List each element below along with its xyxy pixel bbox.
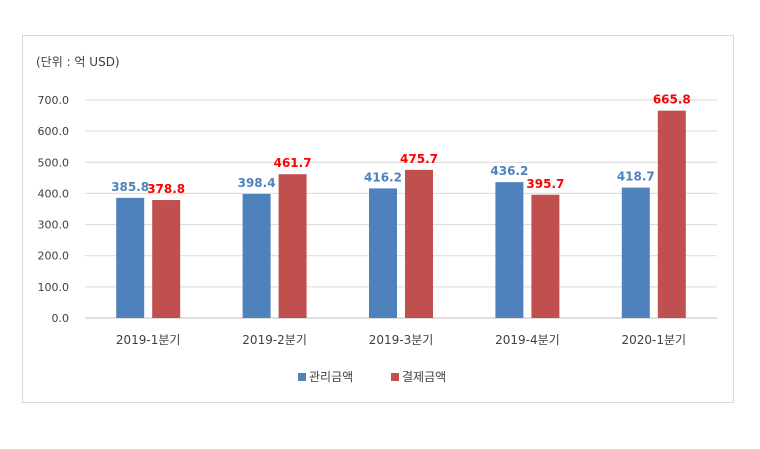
data-label: 378.8 bbox=[147, 182, 185, 196]
y-tick-label: 400.0 bbox=[38, 187, 70, 200]
bar-managed bbox=[369, 188, 397, 318]
bar-managed bbox=[116, 197, 145, 318]
bars bbox=[116, 110, 686, 319]
y-tick-label: 500.0 bbox=[38, 156, 70, 169]
bar-settled bbox=[657, 110, 686, 319]
legend: 관리금액 결제금액 bbox=[298, 370, 446, 384]
category-label: 2019-3분기 bbox=[369, 333, 434, 347]
chart-frame: (단위 : 억 USD) 0.0 100.0 200.0 300.0 400.0 500.… bbox=[22, 35, 734, 403]
bar-managed bbox=[621, 187, 650, 318]
y-tick-label: 200.0 bbox=[38, 250, 70, 263]
y-tick-label: 100.0 bbox=[38, 281, 70, 294]
legend-label: 관리금액 bbox=[309, 370, 353, 384]
data-label: 418.7 bbox=[617, 170, 655, 184]
data-label: 416.2 bbox=[364, 170, 402, 184]
data-label: 385.8 bbox=[111, 180, 149, 194]
y-tick-label: 600.0 bbox=[38, 125, 70, 138]
legend-swatch bbox=[298, 373, 306, 381]
data-label: 436.2 bbox=[490, 164, 528, 178]
bar-managed bbox=[242, 193, 271, 318]
bar-settled bbox=[531, 194, 560, 318]
legend-swatch bbox=[391, 373, 399, 381]
data-label: 475.7 bbox=[400, 152, 438, 166]
data-label: 461.7 bbox=[274, 156, 312, 170]
category-label: 2019-2분기 bbox=[242, 333, 307, 347]
y-tick-label: 300.0 bbox=[38, 219, 70, 232]
legend-label: 결제금액 bbox=[402, 370, 446, 384]
data-label: 395.7 bbox=[526, 177, 564, 191]
category-label: 2019-4분기 bbox=[495, 333, 560, 347]
category-label: 2020-1분기 bbox=[622, 333, 687, 347]
bar-settled bbox=[405, 169, 433, 318]
y-tick-label: 700.0 bbox=[38, 94, 70, 107]
x-axis-categories: 2019-1분기 2019-2분기 2019-3분기 2019-4분기 2020-1분기 bbox=[116, 333, 686, 347]
category-label: 2019-1분기 bbox=[116, 333, 181, 347]
bar-managed bbox=[495, 182, 524, 318]
unit-label: (단위 : 억 USD) bbox=[36, 55, 120, 69]
data-label: 398.4 bbox=[238, 176, 276, 190]
data-label: 665.8 bbox=[653, 93, 691, 107]
bar-chart: (단위 : 억 USD) 0.0 100.0 200.0 300.0 400.0 500.… bbox=[36, 55, 717, 384]
y-tick-label: 0.0 bbox=[52, 312, 70, 325]
bar-settled bbox=[278, 174, 307, 318]
bar-settled bbox=[152, 200, 181, 318]
y-axis-ticks: 0.0 100.0 200.0 300.0 400.0 500.0 600.0 700.0 bbox=[38, 94, 70, 325]
gridlines bbox=[85, 99, 717, 319]
